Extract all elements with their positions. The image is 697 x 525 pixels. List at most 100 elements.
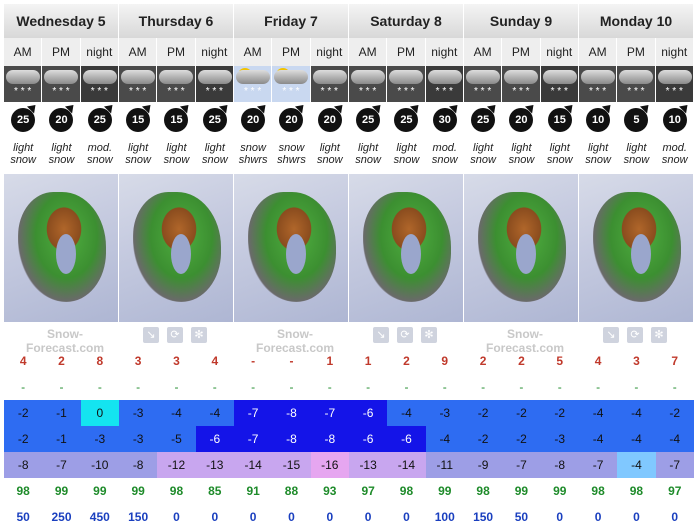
min-temp: -8 — [310, 426, 349, 452]
snowflake-icon[interactable]: ✻ — [421, 327, 437, 343]
period-label: PM — [42, 38, 81, 66]
period-label: AM — [463, 38, 503, 66]
snowflake-icon: * * * — [473, 86, 492, 97]
forecast-map[interactable] — [234, 174, 349, 322]
humidity: 97 — [668, 484, 682, 498]
wind-arrow-icon: 20 — [49, 101, 78, 132]
summary-line-1: light — [128, 142, 149, 154]
humidity: 93 — [323, 484, 337, 498]
day-header[interactable]: Monday 10 — [579, 4, 694, 38]
summary-line-1: light — [473, 142, 494, 154]
snowflake-icon: * * * — [90, 86, 108, 97]
brand-row: Snow-Forecast.com ↘ ⟳ ✻ Snow-Forecast.com ↘ ⟳ ✻… — [4, 322, 694, 355]
snow-amount: - — [251, 354, 256, 368]
wind-cell: 25 — [81, 101, 119, 138]
arrow-icon — [295, 101, 308, 114]
freezing-level: 0 — [364, 510, 372, 524]
day-header[interactable]: Sunday 9 — [464, 4, 579, 38]
max-temp: -4 — [387, 400, 426, 426]
wind-cell: 25 — [387, 101, 425, 138]
wind-speed: 20 — [55, 114, 68, 126]
snowflake-icon[interactable]: ✻ — [191, 327, 207, 343]
forecast-map[interactable] — [119, 174, 234, 322]
wind-cell: 15 — [157, 101, 195, 138]
snowflake-icon: * * * — [550, 86, 568, 97]
wind-cell: 20 — [311, 101, 349, 138]
summary-line-2: shwrs — [238, 154, 268, 166]
summary-line-1: snow — [278, 142, 305, 154]
day-header[interactable]: Thursday 6 — [119, 4, 234, 38]
brand-logo: Snow-Forecast.com — [25, 327, 105, 355]
arrow-icon — [602, 101, 615, 114]
weather-icon: * * * — [272, 66, 311, 102]
wind-speed: 15 — [132, 114, 145, 126]
summary-line-1: light — [51, 142, 72, 154]
humidity: 91 — [246, 484, 260, 498]
humidity: 99 — [93, 484, 107, 498]
wind-cell: 20 — [234, 101, 272, 138]
snow-amount: - — [289, 354, 294, 368]
cloud-icon — [235, 70, 270, 84]
summary-line-2: shwrs — [277, 154, 306, 166]
wind-chill: -8 — [118, 452, 158, 478]
forecast-map[interactable] — [579, 174, 694, 322]
arrow-icon — [448, 101, 461, 114]
humidity: 99 — [54, 484, 69, 498]
day-header[interactable]: Friday 7 — [234, 4, 349, 38]
reload-icon[interactable]: ⟳ — [397, 327, 413, 343]
snowflake-icon: * * * — [665, 86, 683, 97]
forecast-map[interactable] — [349, 174, 464, 322]
rain-amount: - — [557, 380, 562, 394]
min-temp: -4 — [578, 426, 618, 452]
wind-cell: 25 — [4, 101, 42, 138]
wind-cell: 10 — [579, 101, 617, 138]
min-temp: -4 — [617, 426, 656, 452]
freezing-level: 0 — [249, 510, 257, 524]
weather-summary: mod. snow — [81, 138, 119, 174]
min-temp: -6 — [387, 426, 426, 452]
weather-icon-row: * * * * * * * * * * * * * * * * * * * * * * * *… — [4, 66, 694, 102]
arrow-icon — [103, 101, 116, 114]
expand-icon[interactable]: ↘ — [603, 327, 619, 343]
min-temp: -3 — [540, 426, 579, 452]
wind-speed: 25 — [361, 114, 375, 126]
rain-amount: - — [59, 380, 64, 394]
weather-summary: mod. snow — [426, 138, 464, 174]
day-header[interactable]: Wednesday 5 — [4, 4, 119, 38]
rain-amount: - — [327, 380, 332, 394]
wind-cell: 5 — [617, 101, 655, 138]
min-temp: -4 — [425, 426, 464, 452]
expand-icon[interactable]: ↘ — [373, 327, 389, 343]
wind-arrow-icon: 10 — [662, 101, 691, 132]
expand-icon[interactable]: ↘ — [143, 327, 159, 343]
reload-icon[interactable]: ⟳ — [167, 327, 183, 343]
rain-amount: - — [596, 380, 601, 394]
brand-logo: Snow-Forecast.com — [255, 327, 335, 355]
day-header[interactable]: Saturday 8 — [349, 4, 464, 38]
summary-line-2: snow — [125, 154, 151, 166]
summary-line-1: light — [626, 142, 647, 154]
humidity: 98 — [399, 484, 414, 498]
summary-line-1: light — [396, 142, 417, 154]
reload-icon[interactable]: ⟳ — [627, 327, 643, 343]
humidity: 98 — [169, 484, 184, 498]
summary-line-1: light — [587, 142, 609, 154]
forecast-map[interactable] — [4, 174, 119, 322]
wind-arrow-icon: 30 — [432, 101, 461, 132]
sea-area — [171, 234, 191, 274]
weather-icon: * * * — [463, 66, 503, 102]
max-temp: -4 — [157, 400, 196, 426]
wind-speed: 10 — [591, 114, 605, 126]
weather-summary: light snow — [464, 138, 502, 174]
wind-arrow-icon: 10 — [586, 101, 615, 132]
wind-chill: -9 — [463, 452, 503, 478]
rain-amount: - — [212, 380, 217, 394]
freezing-level: 0 — [594, 510, 602, 524]
period-label: night — [310, 38, 349, 66]
humidity: 97 — [361, 484, 375, 498]
forecast-map[interactable] — [464, 174, 579, 322]
wind-chill: -14 — [387, 452, 426, 478]
snowflake-icon[interactable]: ✻ — [651, 327, 667, 343]
